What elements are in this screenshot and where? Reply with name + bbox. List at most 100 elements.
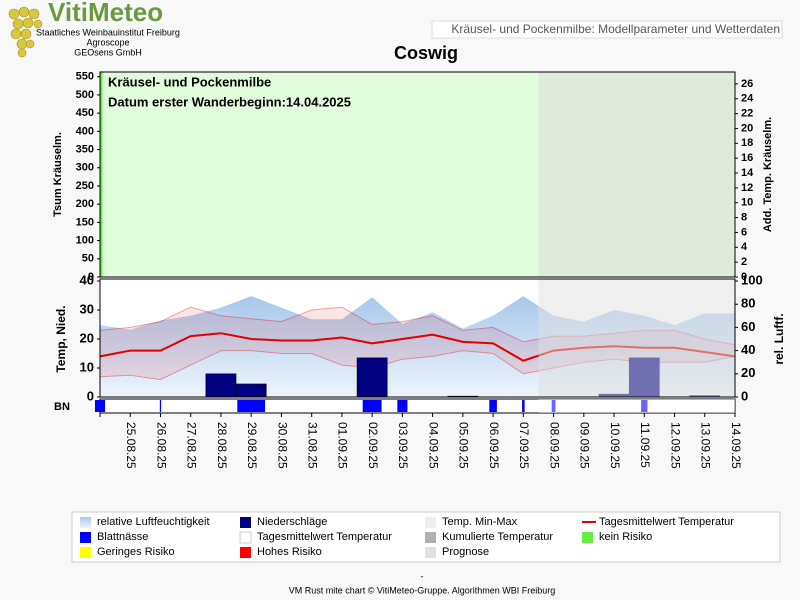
footer: VM Rust mite chart © VitiMeteo-Gruppe. A… bbox=[289, 585, 556, 595]
x-tick-label: 28.08.25 bbox=[215, 422, 229, 469]
logo-title: VitiMeteo bbox=[48, 0, 163, 27]
y-tick-label: 150 bbox=[76, 216, 94, 228]
bn-label: BN bbox=[54, 401, 70, 413]
y-tick-label: 300 bbox=[76, 162, 94, 174]
y2-tick-label: 10 bbox=[741, 197, 753, 209]
x-tick-label: 08.09.25 bbox=[547, 422, 561, 469]
y2-tick-label: 20 bbox=[741, 122, 753, 134]
chart-title: Coswig bbox=[394, 43, 458, 63]
x-tick-label: 14.09.25 bbox=[729, 422, 743, 469]
legend-swatch bbox=[80, 532, 91, 543]
leaf-wetness bbox=[522, 400, 525, 412]
legend-label: Kumulierte Temperatur bbox=[442, 531, 553, 543]
y-tick-label: 250 bbox=[76, 180, 94, 192]
y-axis-label: Tsum Kräuselm. bbox=[52, 132, 64, 217]
y2-tick-label: 0 bbox=[741, 388, 748, 403]
y-tick-label: 30 bbox=[80, 301, 94, 316]
x-tick-label: 25.08.25 bbox=[124, 422, 138, 469]
y2-tick-label: 8 bbox=[741, 211, 747, 223]
leaf-wetness bbox=[94, 400, 106, 412]
x-tick-label: 06.09.25 bbox=[487, 422, 501, 469]
legend-label: relative Luftfeuchtigkeit bbox=[97, 516, 210, 528]
legend-swatch bbox=[425, 517, 436, 528]
leaf-wetness bbox=[397, 400, 408, 412]
y2-tick-label: 100 bbox=[741, 272, 763, 287]
x-tick-label: 29.08.25 bbox=[245, 422, 259, 469]
leaf-wetness bbox=[489, 400, 497, 412]
legend-label: Niederschläge bbox=[257, 516, 327, 528]
y2-tick-label: 18 bbox=[741, 137, 753, 149]
y2-tick-label: 12 bbox=[741, 182, 753, 194]
leaf-wetness bbox=[641, 400, 648, 412]
y2-tick-label: 4 bbox=[741, 241, 748, 253]
forecast-area bbox=[538, 72, 735, 277]
x-tick-label: 07.09.25 bbox=[517, 422, 531, 469]
y-tick-label: 40 bbox=[80, 272, 94, 287]
y2-axis-label: Add. Temp. Kräuselm. bbox=[762, 117, 774, 232]
legend-label: Tagesmittelwert Temperatur bbox=[257, 531, 392, 543]
y-tick-label: 350 bbox=[76, 143, 94, 155]
x-tick-label: 05.09.25 bbox=[457, 422, 471, 469]
legend-label: Tagesmittelwert Temperatur bbox=[599, 516, 734, 528]
y-tick-label: 0 bbox=[87, 388, 94, 403]
logo-line: Staatliches Weinbauinstitut Freiburg bbox=[36, 27, 180, 37]
legend-label: Geringes Risiko bbox=[97, 546, 175, 558]
panel-frame bbox=[99, 278, 736, 398]
legend-swatch bbox=[425, 547, 436, 558]
forecast-area bbox=[538, 279, 735, 397]
annotation: Kräusel- und Pockenmilbe bbox=[108, 74, 271, 89]
legend-swatch bbox=[80, 547, 91, 558]
x-tick-label: 30.08.25 bbox=[275, 422, 289, 469]
x-tick-label: 09.09.25 bbox=[578, 422, 592, 469]
header-box bbox=[431, 20, 783, 39]
y2-tick-label: 80 bbox=[741, 296, 755, 311]
legend-label: Blattnässe bbox=[97, 531, 148, 543]
legend-label: Prognose bbox=[442, 546, 489, 558]
y-tick-label: 10 bbox=[80, 359, 94, 374]
x-tick-label: 11.09.25 bbox=[638, 422, 652, 468]
footer: - bbox=[421, 571, 424, 581]
leaf-wetness bbox=[237, 400, 266, 412]
y2-tick-label: 22 bbox=[741, 108, 753, 120]
legend-swatch bbox=[240, 547, 251, 558]
forecast-area bbox=[538, 399, 735, 413]
x-tick-label: 02.09.25 bbox=[366, 422, 380, 469]
legend-swatch bbox=[240, 517, 251, 528]
x-tick-label: 04.09.25 bbox=[426, 422, 440, 469]
y-tick-label: 450 bbox=[76, 107, 94, 119]
x-tick-label: 12.09.25 bbox=[668, 422, 682, 469]
leaf-wetness bbox=[362, 400, 382, 412]
legend-swatch bbox=[425, 532, 436, 543]
y-tick-label: 200 bbox=[76, 198, 94, 210]
y-tick-label: 100 bbox=[76, 234, 94, 246]
legend-label: Temp. Min-Max bbox=[442, 516, 518, 528]
x-tick-label: 26.08.25 bbox=[154, 422, 168, 469]
precip-bar bbox=[356, 357, 388, 398]
y2-tick-label: 2 bbox=[741, 256, 747, 268]
y2-tick-label: 6 bbox=[741, 226, 747, 238]
x-tick-label: 10.09.25 bbox=[608, 422, 622, 469]
legend-label: Hohes Risiko bbox=[257, 546, 322, 558]
y2-tick-label: 0 bbox=[741, 271, 747, 283]
header-title: Kräusel- und Pockenmilbe: Modellparamete… bbox=[451, 22, 780, 36]
legend-swatch bbox=[582, 532, 593, 543]
y-tick-label: 50 bbox=[82, 253, 94, 265]
logo-line: Agroscope bbox=[86, 37, 129, 47]
y-tick-label: 500 bbox=[76, 89, 94, 101]
y2-tick-label: 24 bbox=[741, 93, 754, 105]
leaf-wetness bbox=[159, 400, 162, 412]
y2-tick-label: 16 bbox=[741, 152, 753, 164]
x-tick-label: 27.08.25 bbox=[185, 422, 199, 469]
y-tick-label: 550 bbox=[76, 71, 94, 83]
annotation: Datum erster Wanderbeginn:14.04.2025 bbox=[108, 94, 351, 109]
legend-label: kein Risiko bbox=[599, 531, 652, 543]
precip-bar bbox=[205, 373, 237, 398]
y-tick-label: 20 bbox=[80, 330, 94, 345]
y2-tick-label: 20 bbox=[741, 365, 755, 380]
legend-swatch bbox=[80, 517, 91, 528]
legend-swatch bbox=[239, 531, 252, 544]
logo-line: GEOsens GmbH bbox=[74, 47, 142, 57]
x-tick-label: 31.08.25 bbox=[305, 422, 319, 469]
y-tick-label: 400 bbox=[76, 125, 94, 137]
